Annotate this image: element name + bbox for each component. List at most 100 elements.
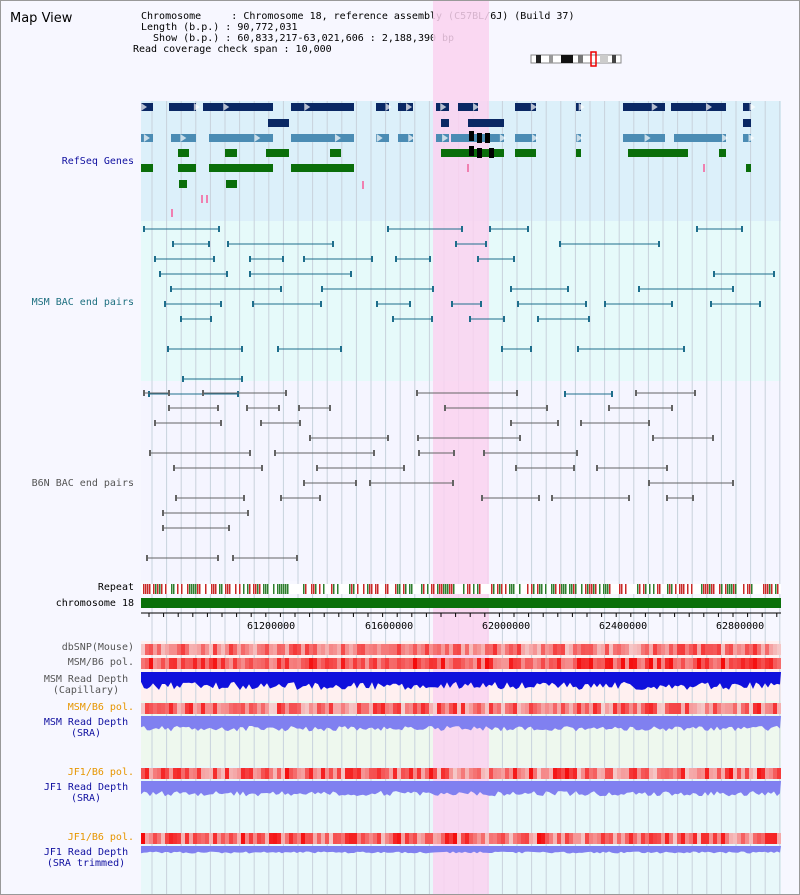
- polymorphism-cell: [701, 703, 705, 714]
- polymorphism-cell: [597, 644, 601, 655]
- polymorphism-cell: [597, 833, 601, 844]
- track-label-line: (SRA trimmed): [46, 858, 126, 869]
- repeat-mark: [621, 584, 623, 594]
- track-label-msm-depth-sra[interactable]: MSM Read Depth (SRA): [31, 717, 141, 739]
- track-label-jf1-b6-pol[interactable]: JF1/B6 pol.: [67, 767, 134, 778]
- track-label-msm-depth-capillary[interactable]: MSM Read Depth (Capillary): [31, 674, 141, 696]
- bac-end: [369, 480, 371, 486]
- polymorphism-cell: [685, 703, 689, 714]
- track-label-msm-b6-pol[interactable]: MSM/B6 pol.: [67, 657, 134, 668]
- polymorphism-cell: [441, 768, 445, 779]
- polymorphism-cell: [665, 768, 669, 779]
- track-label-refseq-genes[interactable]: RefSeq Genes: [61, 156, 134, 167]
- bac-end: [567, 286, 569, 292]
- repeat-mark: [703, 584, 705, 594]
- repeat-mark: [573, 584, 575, 594]
- polymorphism-cell: [477, 768, 481, 779]
- polymorphism-cell: [421, 658, 425, 669]
- polymorphism-cell: [529, 768, 533, 779]
- bac-end: [530, 346, 532, 352]
- polymorphism-cell: [633, 644, 637, 655]
- polymorphism-cell: [753, 703, 757, 714]
- track-label-msm-bac[interactable]: MSM BAC end pairs: [31, 297, 134, 308]
- polymorphism-cell: [717, 768, 721, 779]
- polymorphism-cell: [213, 658, 217, 669]
- polymorphism-cell: [509, 658, 513, 669]
- polymorphism-cell: [545, 658, 549, 669]
- polymorphism-cell: [281, 768, 285, 779]
- polymorphism-cell: [745, 833, 749, 844]
- polymorphism-cell: [709, 658, 713, 669]
- polymorphism-cell: [617, 768, 621, 779]
- polymorphism-cell: [181, 644, 185, 655]
- polymorphism-cell: [445, 833, 449, 844]
- polymorphism-cell: [693, 644, 697, 655]
- repeat-mark: [211, 584, 213, 594]
- polymorphism-cell: [661, 644, 665, 655]
- polymorphism-cell: [777, 658, 781, 669]
- bac-end: [692, 495, 694, 501]
- polymorphism-cell: [429, 703, 433, 714]
- track-label-dbsnp[interactable]: dbSNP(Mouse): [61, 642, 134, 653]
- bac-end: [576, 450, 578, 456]
- polymorphism-cell: [621, 658, 625, 669]
- repeat-mark: [533, 584, 535, 594]
- track-label-line: (Capillary): [52, 685, 120, 696]
- polymorphism-cell: [417, 833, 421, 844]
- polymorphism-cell: [149, 833, 153, 844]
- bac-end: [611, 391, 613, 397]
- bac-end: [175, 495, 177, 501]
- repeat-mark: [767, 584, 769, 594]
- gene-exon: [623, 134, 665, 142]
- polymorphism-cell: [177, 833, 181, 844]
- polymorphism-cell: [345, 833, 349, 844]
- polymorphism-cell: [665, 644, 669, 655]
- polymorphism-cell: [253, 658, 257, 669]
- gene-exon: [441, 149, 449, 157]
- gene-exon: [458, 103, 478, 111]
- bac-end: [648, 420, 650, 426]
- polymorphism-cell: [321, 768, 325, 779]
- track-label-jf1-b6-pol-2[interactable]: JF1/B6 pol.: [67, 832, 134, 843]
- polymorphism-cell: [285, 644, 289, 655]
- bac-end: [444, 405, 446, 411]
- polymorphism-cell: [633, 703, 637, 714]
- gene-arrow: [722, 134, 729, 142]
- polymorphism-cell: [261, 658, 265, 669]
- bac-end: [208, 241, 210, 247]
- polymorphism-cell: [261, 768, 265, 779]
- track-label-repeat[interactable]: Repeat: [97, 582, 134, 593]
- polymorphism-cell: [509, 644, 513, 655]
- polymorphism-cell: [477, 703, 481, 714]
- polymorphism-cell: [161, 703, 165, 714]
- polymorphism-cell: [521, 768, 525, 779]
- read-depth-area: [141, 846, 781, 854]
- gene-exon: [209, 134, 273, 142]
- track-label-jf1-depth-sra[interactable]: JF1 Read Depth (SRA): [31, 782, 141, 804]
- polymorphism-cell: [217, 768, 221, 779]
- repeat-mark: [701, 584, 703, 594]
- polymorphism-cell: [177, 644, 181, 655]
- track-label-jf1-depth-trimmed[interactable]: JF1 Read Depth (SRA trimmed): [31, 847, 141, 869]
- polymorphism-cell: [577, 658, 581, 669]
- polymorphism-cell: [553, 768, 557, 779]
- polymorphism-cell: [689, 658, 693, 669]
- repeat-mark: [625, 584, 627, 594]
- track-label-chromosome: chromosome 18: [55, 598, 134, 609]
- bac-end: [252, 301, 254, 307]
- track-label-b6n-bac[interactable]: B6N BAC end pairs: [31, 478, 134, 489]
- polymorphism-cell: [613, 644, 617, 655]
- polymorphism-cell: [585, 703, 589, 714]
- polymorphism-cell: [309, 644, 313, 655]
- gene-arrow: [408, 134, 415, 142]
- polymorphism-cell: [393, 658, 397, 669]
- polymorphism-cell: [293, 768, 297, 779]
- polymorphism-cell: [173, 768, 177, 779]
- repeat-mark: [571, 584, 573, 594]
- polymorphism-cell: [541, 658, 545, 669]
- polymorphism-cell: [229, 833, 233, 844]
- polymorphism-cell: [289, 768, 293, 779]
- polymorphism-cell: [601, 644, 605, 655]
- track-label-msm-b6-pol-2[interactable]: MSM/B6 pol.: [67, 702, 134, 713]
